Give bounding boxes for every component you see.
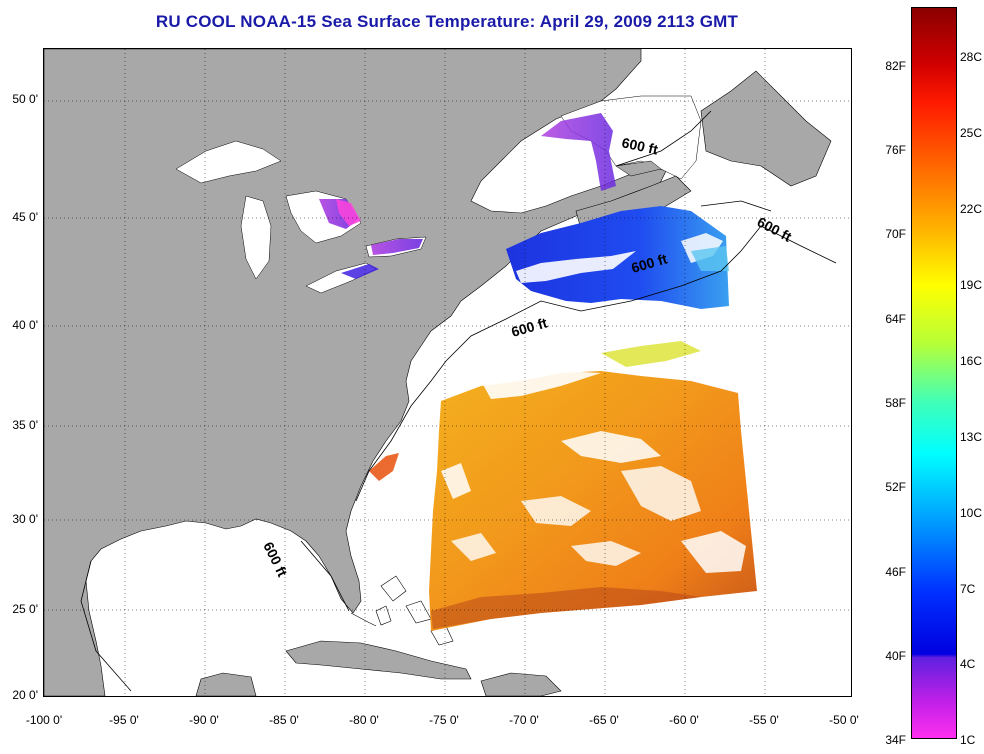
sst-south-speckle <box>431 587 701 629</box>
lon-label: -100 0' <box>25 713 63 727</box>
colorbar-label-f: 76F <box>885 143 906 157</box>
lat-label: 50 0' <box>12 92 38 106</box>
lon-label: -65 0' <box>589 713 619 727</box>
colorbar-label-c: 10C <box>960 506 983 520</box>
lake-michigan <box>240 195 272 280</box>
land-pei <box>615 160 662 177</box>
lat-label: 30 0' <box>12 512 38 526</box>
lake-superior <box>175 140 282 184</box>
cloud-patches <box>441 371 746 573</box>
colorbar-label-c: 16C <box>960 354 983 368</box>
land-newfoundland <box>700 70 832 187</box>
land-hispaniola <box>480 672 562 696</box>
map-title: RU COOL NOAA-15 Sea Surface Temperature:… <box>155 12 739 31</box>
colorbar-label-f: 52F <box>885 480 906 494</box>
land-yucatan <box>195 672 257 696</box>
colorbar-label-f: 70F <box>885 227 906 241</box>
lat-label: 40 0' <box>12 318 38 332</box>
colorbar-label-f: 46F <box>885 565 906 579</box>
sst-warm-region <box>429 371 757 631</box>
land-florida-keys <box>350 612 377 627</box>
land-cuba <box>285 640 472 680</box>
land-north-america <box>44 49 667 696</box>
sst-lake-ontario <box>371 239 423 255</box>
colorbar-label-c: 28C <box>960 50 983 64</box>
sst-fringe-coast <box>369 453 399 481</box>
lat-label: 25 0' <box>12 602 38 616</box>
colorbar-label-c: 13C <box>960 430 983 444</box>
lon-label: -95 0' <box>109 713 139 727</box>
lon-label: -70 0' <box>509 713 539 727</box>
graticule <box>44 49 851 696</box>
lon-label: -80 0' <box>349 713 379 727</box>
isobath-600ft <box>80 110 837 692</box>
lon-label: -55 0' <box>749 713 779 727</box>
cloud-gulf-maine <box>516 251 636 283</box>
colorbar-label-c: 19C <box>960 278 983 292</box>
colorbar-label-f: 58F <box>885 396 906 410</box>
colorbar-label-f: 82F <box>885 59 906 73</box>
lat-label: 20 0' <box>12 688 38 702</box>
map-canvas: 600 ft 600 ft 600 ft 600 ft 600 ft <box>44 49 851 696</box>
isobath-label: 600 ft <box>509 314 549 340</box>
colorbar-label-c: 1C <box>960 733 976 747</box>
lat-label: 35 0' <box>12 418 38 432</box>
map-panel: 600 ft 600 ft 600 ft 600 ft 600 ft <box>43 48 852 697</box>
sst-st-lawrence <box>541 113 616 191</box>
colorbar-label-c: 22C <box>960 202 983 216</box>
lon-label: -75 0' <box>429 713 459 727</box>
colorbar-label-c: 25C <box>960 126 983 140</box>
colorbar-label-c: 7C <box>960 582 976 596</box>
sst-lake-pink <box>336 199 361 226</box>
colorbar-label-f: 64F <box>885 312 906 326</box>
lon-label: -60 0' <box>669 713 699 727</box>
colorbar-label-f: 40F <box>885 649 906 663</box>
isobath-label: 600 ft <box>260 539 291 579</box>
sst-lake-erie <box>341 264 379 279</box>
isobath-label: 600 ft <box>620 134 659 157</box>
lat-label: 45 0' <box>12 210 38 224</box>
colorbar-label-c: 4C <box>960 657 976 671</box>
colorbar <box>911 7 957 739</box>
lon-label: -85 0' <box>269 713 299 727</box>
sst-fringe-north <box>601 341 701 367</box>
colorbar-label-f: 34F <box>885 733 906 747</box>
sst-cold-patch <box>691 246 729 271</box>
colorbar-gradient <box>912 8 956 738</box>
lon-label: -50 0' <box>829 713 859 727</box>
lon-label: -90 0' <box>189 713 219 727</box>
